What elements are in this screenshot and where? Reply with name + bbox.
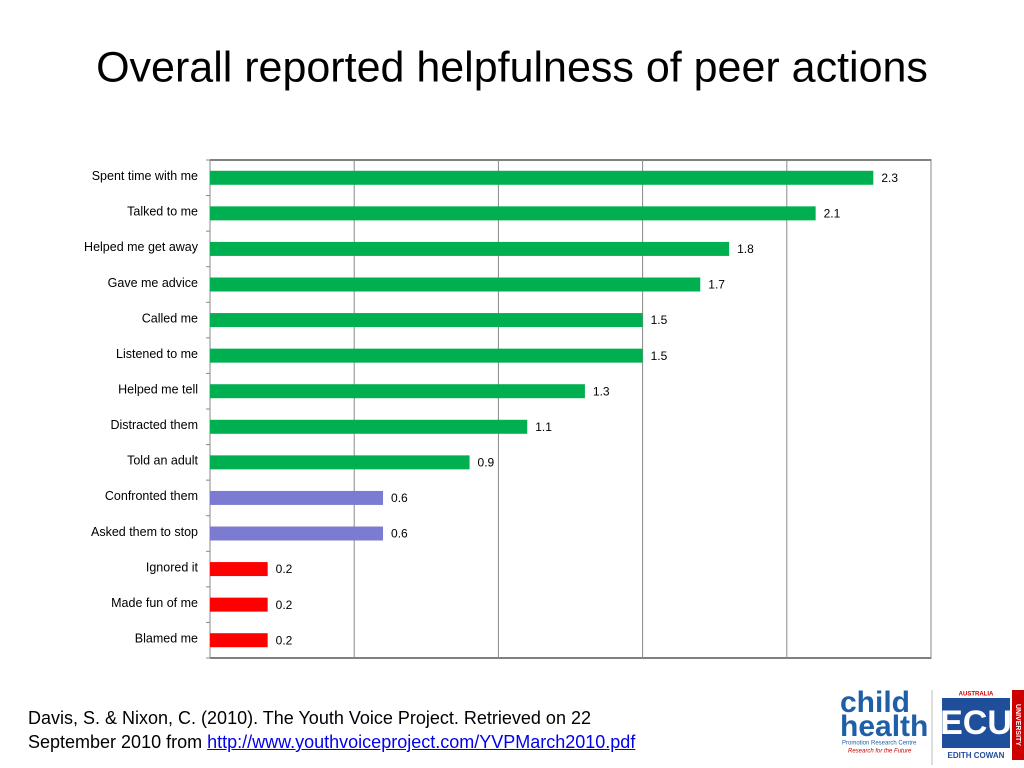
ecu-university: UNIVERSITY <box>1014 704 1021 746</box>
data-label: 1.5 <box>651 349 668 363</box>
data-label: 0.9 <box>478 456 495 470</box>
data-label: 2.1 <box>824 207 841 221</box>
ecu-strip <box>1012 690 1024 760</box>
data-label: 1.1 <box>535 420 552 434</box>
data-label: 1.8 <box>737 242 754 256</box>
data-label: 1.7 <box>708 278 725 292</box>
bar <box>210 526 384 541</box>
data-label: 0.2 <box>276 562 293 576</box>
bar <box>210 170 874 185</box>
bar <box>210 490 384 505</box>
bar <box>210 277 701 292</box>
citation-link[interactable]: http://www.youthvoiceproject.com/YVPMarc… <box>207 732 636 752</box>
bar <box>210 419 528 434</box>
y-tick-label: Ignored it <box>146 560 199 574</box>
y-tick-label: Confronted them <box>105 489 198 503</box>
y-tick-label: Blamed me <box>135 632 198 646</box>
plot-frame <box>209 159 932 659</box>
citation-text: Davis, S. & Nixon, C. (2010). The Youth … <box>28 708 591 752</box>
ecu-name: EDITH COWAN <box>948 751 1005 760</box>
data-label: 1.3 <box>593 384 610 398</box>
y-tick-label: Asked them to stop <box>91 525 198 539</box>
data-label: 2.3 <box>881 171 898 185</box>
y-tick-label: Distracted them <box>110 418 198 432</box>
data-label: 0.6 <box>391 491 408 505</box>
y-tick-label: Gave me advice <box>108 276 198 290</box>
logo-child: child <box>840 686 910 719</box>
bar <box>210 348 643 363</box>
bar <box>210 384 585 399</box>
ecu-box <box>942 698 1010 748</box>
logo-centre: Promotion Research Centre <box>842 741 917 747</box>
bar <box>210 633 268 648</box>
ecu-country: AUSTRALIA <box>959 692 994 698</box>
logos: child health Promotion Research Centre R… <box>840 686 1024 765</box>
bar <box>210 206 816 221</box>
citation: Davis, S. & Nixon, C. (2010). The Youth … <box>28 706 678 754</box>
bar <box>210 597 268 612</box>
y-tick-label: Spent time with me <box>92 169 198 183</box>
bar <box>210 241 730 256</box>
bar <box>210 562 268 577</box>
y-tick-label: Listened to me <box>116 347 198 361</box>
slide-title: Overall reported helpfulness of peer act… <box>96 43 928 91</box>
y-tick-label: Helped me get away <box>84 240 199 254</box>
ecu-letters: ECU <box>940 704 1012 742</box>
y-tick-label: Made fun of me <box>111 596 198 610</box>
y-tick-label: Helped me tell <box>118 383 198 397</box>
bar <box>210 313 643 328</box>
logo-health: health <box>840 710 928 743</box>
bar <box>210 455 470 470</box>
y-tick-label: Told an adult <box>127 454 198 468</box>
data-label: 0.2 <box>276 633 293 647</box>
data-label: 0.6 <box>391 527 408 541</box>
logo-tagline: Research for the Future <box>848 749 912 755</box>
y-tick-label: Called me <box>142 311 198 325</box>
data-label: 1.5 <box>651 313 668 327</box>
data-label: 0.2 <box>276 598 293 612</box>
y-tick-label: Talked to me <box>127 205 198 219</box>
